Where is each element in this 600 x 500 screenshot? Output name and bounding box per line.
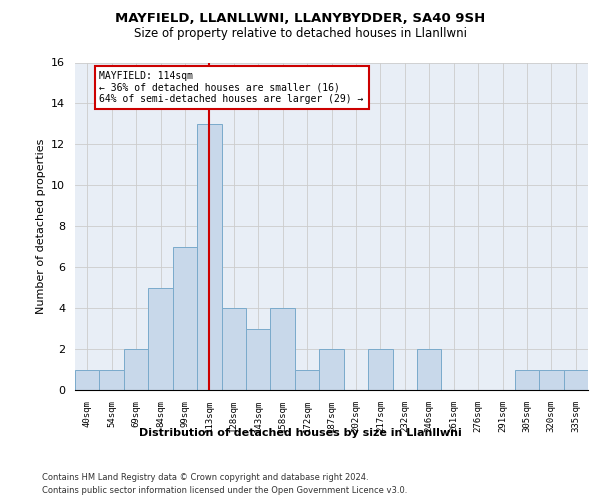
Bar xyxy=(295,370,319,390)
Y-axis label: Number of detached properties: Number of detached properties xyxy=(35,138,46,314)
Bar xyxy=(246,328,271,390)
Bar xyxy=(368,349,392,390)
Text: Contains public sector information licensed under the Open Government Licence v3: Contains public sector information licen… xyxy=(42,486,407,495)
Text: MAYFIELD, LLANLLWNI, LLANYBYDDER, SA40 9SH: MAYFIELD, LLANLLWNI, LLANYBYDDER, SA40 9… xyxy=(115,12,485,24)
Bar xyxy=(515,370,539,390)
Bar xyxy=(271,308,295,390)
Bar xyxy=(124,349,148,390)
Text: Contains HM Land Registry data © Crown copyright and database right 2024.: Contains HM Land Registry data © Crown c… xyxy=(42,472,368,482)
Bar xyxy=(221,308,246,390)
Bar xyxy=(563,370,588,390)
Bar xyxy=(173,246,197,390)
Text: Size of property relative to detached houses in Llanllwni: Size of property relative to detached ho… xyxy=(133,28,467,40)
Bar xyxy=(148,288,173,390)
Text: MAYFIELD: 114sqm
← 36% of detached houses are smaller (16)
64% of semi-detached : MAYFIELD: 114sqm ← 36% of detached house… xyxy=(100,70,364,104)
Bar xyxy=(75,370,100,390)
Bar xyxy=(417,349,442,390)
Bar xyxy=(100,370,124,390)
Text: Distribution of detached houses by size in Llanllwni: Distribution of detached houses by size … xyxy=(139,428,461,438)
Bar xyxy=(197,124,221,390)
Bar xyxy=(319,349,344,390)
Bar xyxy=(539,370,563,390)
